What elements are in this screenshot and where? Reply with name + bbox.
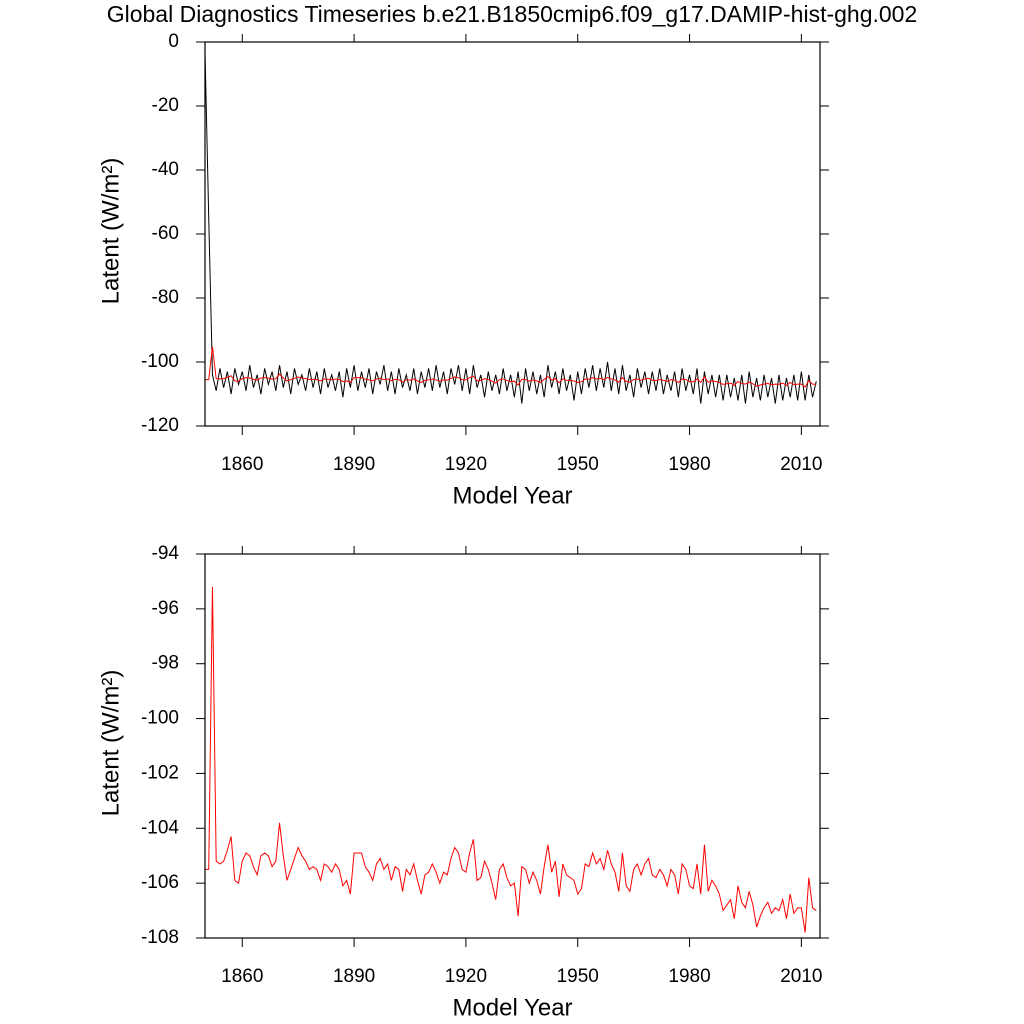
- x-tick-label: 1980: [668, 454, 710, 475]
- x-axis-label: Model Year: [452, 994, 572, 1021]
- y-tick-label: -104: [141, 817, 179, 838]
- x-tick-label: 1950: [557, 966, 599, 987]
- series-line: [205, 586, 817, 933]
- y-tick-label: -80: [152, 287, 179, 308]
- y-tick-label: -100: [141, 351, 179, 372]
- series-line: [205, 346, 817, 388]
- chart-title: Global Diagnostics Timeseries b.e21.B185…: [107, 1, 918, 27]
- y-tick-label: 0: [168, 31, 179, 52]
- x-tick-label: 1860: [221, 966, 263, 987]
- y-tick-label: -60: [152, 223, 179, 244]
- x-tick-label: 1920: [445, 966, 487, 987]
- y-tick-label: -100: [141, 708, 179, 729]
- y-tick-label: -120: [141, 415, 179, 436]
- plot-frame: [204, 553, 821, 939]
- x-tick-label: 2010: [780, 966, 822, 987]
- x-tick-label: 1950: [557, 454, 599, 475]
- x-tick-label: 1890: [333, 966, 375, 987]
- plot-frame: [204, 41, 821, 427]
- x-tick-label: 1980: [668, 966, 710, 987]
- x-tick-label: 2010: [780, 454, 822, 475]
- y-tick-label: -94: [152, 543, 180, 564]
- y-axis-label: Latent (W/m²): [97, 670, 124, 817]
- y-tick-label: -98: [152, 653, 179, 674]
- y-axis-label: Latent (W/m²): [97, 158, 124, 305]
- x-tick-label: 1920: [445, 454, 487, 475]
- y-tick-label: -106: [141, 872, 179, 893]
- y-tick-label: -108: [141, 927, 179, 948]
- y-tick-label: -20: [152, 95, 179, 116]
- x-tick-label: 1890: [333, 454, 375, 475]
- x-axis-label: Model Year: [452, 482, 572, 509]
- y-tick-label: -96: [152, 598, 179, 619]
- x-tick-label: 1860: [221, 454, 263, 475]
- y-tick-label: -40: [152, 159, 179, 180]
- y-tick-label: -102: [141, 762, 179, 783]
- series-line: [204, 51, 817, 404]
